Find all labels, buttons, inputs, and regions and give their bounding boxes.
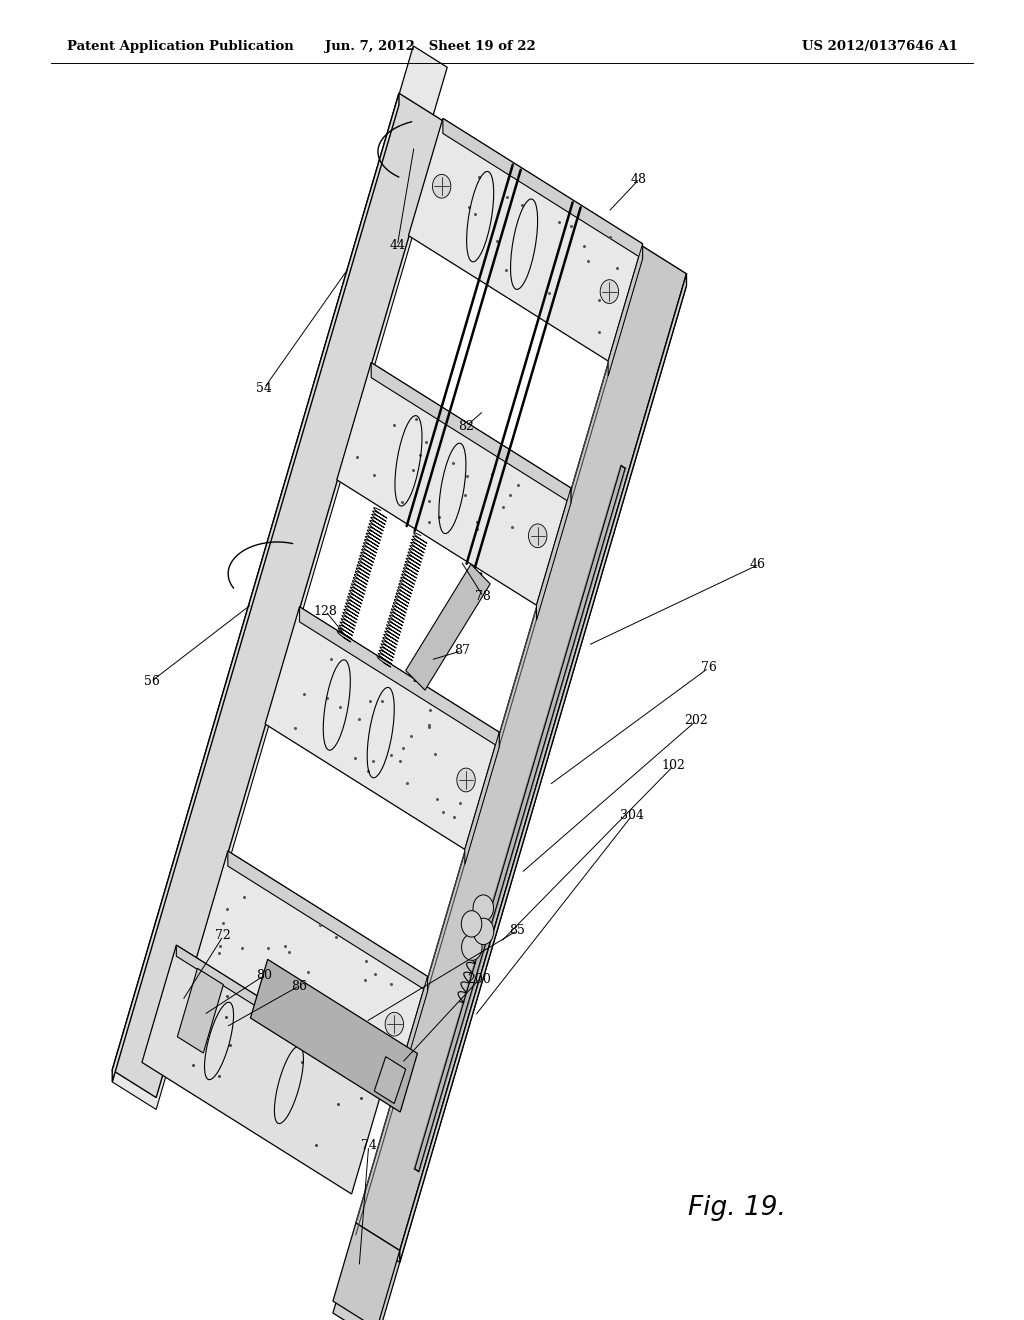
Text: 46: 46 xyxy=(750,558,766,572)
Circle shape xyxy=(462,935,482,961)
Polygon shape xyxy=(227,851,428,991)
Text: 48: 48 xyxy=(631,173,647,186)
Text: 128: 128 xyxy=(313,605,338,618)
Text: Jun. 7, 2012   Sheet 19 of 22: Jun. 7, 2012 Sheet 19 of 22 xyxy=(325,40,536,53)
Circle shape xyxy=(528,524,547,548)
Polygon shape xyxy=(194,851,428,1093)
Circle shape xyxy=(385,1012,403,1036)
Polygon shape xyxy=(356,259,686,1262)
Text: 86: 86 xyxy=(291,979,307,993)
Text: 44: 44 xyxy=(389,239,406,252)
Text: 87: 87 xyxy=(454,644,470,657)
Polygon shape xyxy=(176,945,386,1088)
Circle shape xyxy=(432,174,451,198)
Polygon shape xyxy=(442,119,643,259)
Polygon shape xyxy=(409,119,643,360)
Text: 78: 78 xyxy=(475,590,492,603)
Polygon shape xyxy=(337,363,571,605)
Text: 202: 202 xyxy=(684,714,709,727)
Polygon shape xyxy=(356,246,686,1250)
Polygon shape xyxy=(142,945,386,1195)
Polygon shape xyxy=(465,733,500,865)
Circle shape xyxy=(473,919,494,945)
Polygon shape xyxy=(113,106,442,1109)
Polygon shape xyxy=(113,94,442,1098)
Polygon shape xyxy=(372,363,571,503)
Polygon shape xyxy=(113,94,399,1082)
Polygon shape xyxy=(393,977,428,1109)
Text: 56: 56 xyxy=(143,675,160,688)
Text: 304: 304 xyxy=(620,809,644,822)
Text: US 2012/0137646 A1: US 2012/0137646 A1 xyxy=(802,40,957,53)
Polygon shape xyxy=(608,244,643,376)
Text: Fig. 19.: Fig. 19. xyxy=(688,1195,786,1221)
Polygon shape xyxy=(333,1222,399,1320)
Text: 82: 82 xyxy=(458,420,474,433)
Circle shape xyxy=(473,895,494,921)
Text: 102: 102 xyxy=(662,759,686,772)
Polygon shape xyxy=(177,969,223,1053)
Text: 72: 72 xyxy=(215,929,231,942)
Polygon shape xyxy=(399,273,686,1262)
Text: 54: 54 xyxy=(256,381,272,395)
Text: 80: 80 xyxy=(256,969,272,982)
Text: 200: 200 xyxy=(467,973,492,986)
Text: 74: 74 xyxy=(360,1139,377,1152)
Polygon shape xyxy=(265,607,500,850)
Circle shape xyxy=(600,280,618,304)
Polygon shape xyxy=(333,1236,399,1320)
Polygon shape xyxy=(251,960,418,1111)
Polygon shape xyxy=(393,46,447,136)
Polygon shape xyxy=(375,1056,406,1104)
Text: 76: 76 xyxy=(700,661,717,675)
Circle shape xyxy=(461,911,482,937)
Text: Patent Application Publication: Patent Application Publication xyxy=(67,40,293,53)
Polygon shape xyxy=(415,466,625,1172)
Circle shape xyxy=(457,768,475,792)
Text: 85: 85 xyxy=(509,924,525,937)
Polygon shape xyxy=(406,564,490,690)
Polygon shape xyxy=(537,488,571,620)
Polygon shape xyxy=(299,607,500,747)
